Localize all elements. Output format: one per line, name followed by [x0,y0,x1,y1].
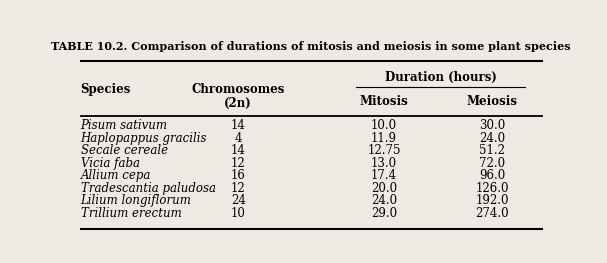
Text: 24: 24 [231,194,246,208]
Text: (2n): (2n) [225,97,252,110]
Text: 14: 14 [231,119,246,132]
Text: Allium cepa: Allium cepa [81,169,151,182]
Text: 72.0: 72.0 [479,157,505,170]
Text: 20.0: 20.0 [371,182,397,195]
Text: 12: 12 [231,182,246,195]
Text: Mitosis: Mitosis [359,95,409,108]
Text: 29.0: 29.0 [371,207,397,220]
Text: 17.4: 17.4 [371,169,397,182]
Text: Pisum sativum: Pisum sativum [81,119,168,132]
Text: 4: 4 [234,132,242,145]
Text: Secale cereale: Secale cereale [81,144,168,157]
Text: Tradescantia paludosa: Tradescantia paludosa [81,182,215,195]
Text: 96.0: 96.0 [479,169,505,182]
Text: 12.75: 12.75 [367,144,401,157]
Text: Vicia faba: Vicia faba [81,157,140,170]
Text: Haplopappus gracilis: Haplopappus gracilis [81,132,207,145]
Text: 10: 10 [231,207,246,220]
Text: Trillium erectum: Trillium erectum [81,207,181,220]
Text: Species: Species [81,83,131,96]
Text: 51.2: 51.2 [479,144,505,157]
Text: 24.0: 24.0 [371,194,397,208]
Text: Meiosis: Meiosis [467,95,518,108]
Text: 126.0: 126.0 [475,182,509,195]
Text: 16: 16 [231,169,246,182]
Text: 192.0: 192.0 [475,194,509,208]
Text: 10.0: 10.0 [371,119,397,132]
Text: 12: 12 [231,157,246,170]
Text: 24.0: 24.0 [479,132,505,145]
Text: 30.0: 30.0 [479,119,505,132]
Text: 11.9: 11.9 [371,132,397,145]
Text: 274.0: 274.0 [475,207,509,220]
Text: Duration (hours): Duration (hours) [384,71,497,84]
Text: 13.0: 13.0 [371,157,397,170]
Text: Chromosomes: Chromosomes [191,83,285,96]
Text: 14: 14 [231,144,246,157]
Text: TABLE 10.2. Comparison of durations of mitosis and meiosis in some plant species: TABLE 10.2. Comparison of durations of m… [51,41,571,52]
Text: Lilium longiflorum: Lilium longiflorum [81,194,191,208]
